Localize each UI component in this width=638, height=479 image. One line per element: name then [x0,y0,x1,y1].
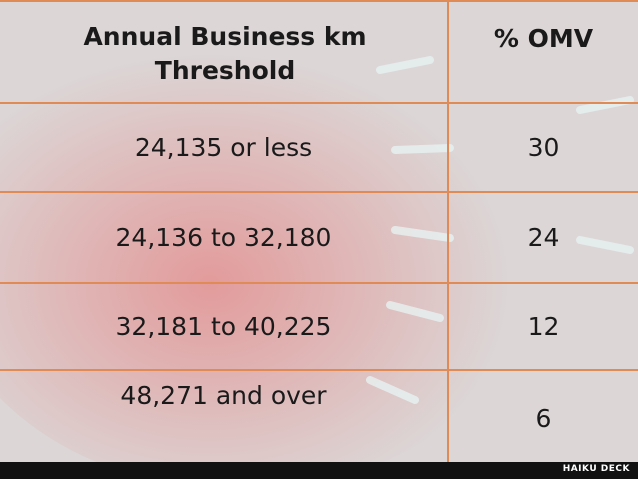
column-rule [447,0,449,462]
footer-bar: HAIKU DECK [0,462,638,479]
cell: 12 [527,312,560,341]
header-cell: Annual Business km Threshold [83,22,367,85]
cell: 6 [535,403,552,433]
brand: HAIKU DECK [562,464,630,474]
rule [0,369,638,371]
cell: 30 [527,133,560,162]
cell: 24 [527,223,560,252]
header-cell: % OMV [493,24,594,53]
rule [0,102,638,104]
background [0,30,634,462]
cell: 24,136 to 32,180 [115,223,332,252]
cell: 32,181 to 40,225 [115,312,332,341]
rule [0,0,638,2]
cell: 48,271 and over [120,380,327,410]
rule [0,191,638,193]
rule [0,282,638,284]
cell: 24,135 or less [134,133,313,162]
